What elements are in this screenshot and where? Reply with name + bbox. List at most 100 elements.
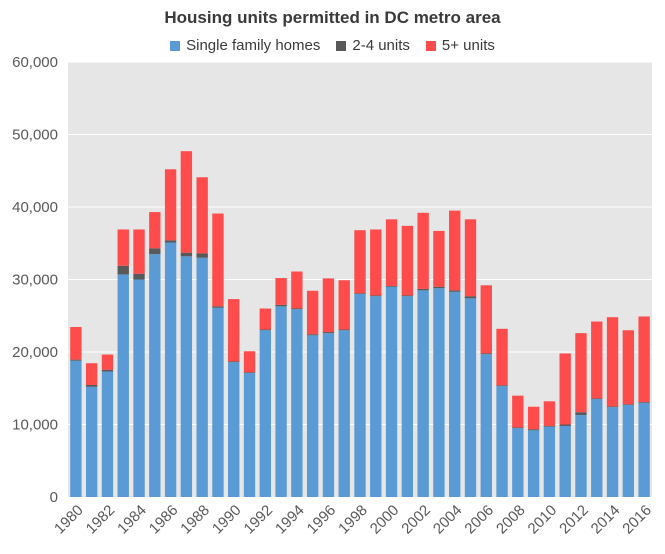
y-tick-label: 50,000 (12, 127, 58, 144)
bar-2-4-units (401, 295, 414, 297)
bar-2-4-units (228, 361, 240, 363)
bar-5-plus-units (117, 229, 129, 266)
legend: Single family homes 2-4 units 5+ units (0, 37, 665, 54)
bar-single-family (322, 333, 335, 497)
x-tick-label: 1980 (51, 502, 87, 538)
y-tick-label: 30,000 (12, 272, 58, 289)
bar-2-4-units (196, 253, 208, 258)
bar-2-4-units (306, 334, 319, 336)
x-tick-label: 2006 (461, 502, 497, 538)
bar-single-family (354, 294, 366, 497)
bar-single-family (622, 404, 635, 497)
bar-2-4-units (575, 412, 587, 416)
bar-2-4-units (149, 248, 161, 255)
bar-5-plus-units (85, 363, 98, 385)
bar-single-family (180, 256, 193, 497)
x-tick-label: 1996 (304, 502, 340, 538)
bar-single-family (306, 335, 319, 497)
bar-2-4-units (180, 252, 193, 257)
bar-2-4-units (370, 295, 382, 297)
bar-5-plus-units (291, 271, 303, 309)
bar-2-4-units (291, 308, 303, 310)
x-tick-label: 2000 (367, 502, 403, 538)
bar-2-4-units (212, 306, 224, 308)
bar-2-4-units (117, 265, 129, 275)
bar-5-plus-units (575, 333, 587, 413)
bar-5-plus-units (306, 290, 319, 335)
legend-item-single-family: Single family homes (170, 37, 320, 54)
bar-5-plus-units (370, 229, 382, 296)
legend-swatch-single-family (170, 40, 181, 51)
y-tick-label: 0 (50, 489, 58, 506)
bar-2-4-units (164, 240, 177, 243)
x-tick-label: 2014 (588, 502, 624, 538)
bar-2-4-units (275, 304, 287, 307)
bar-2-4-units (133, 273, 145, 280)
bar-5-plus-units (638, 316, 650, 403)
bar-5-plus-units (259, 308, 271, 330)
bar-2-4-units (322, 332, 335, 334)
x-tick-label: 1986 (146, 502, 182, 538)
bar-5-plus-units (512, 395, 524, 428)
bar-5-plus-units (101, 354, 114, 370)
bar-single-family (464, 298, 477, 497)
bar-5-plus-units (228, 299, 240, 362)
x-tick-label: 2010 (525, 502, 561, 538)
bar-5-plus-units (338, 280, 350, 330)
bar-2-4-units (417, 288, 429, 291)
bar-single-family (401, 296, 414, 497)
x-tick-label: 1994 (272, 502, 308, 538)
bar-5-plus-units (401, 225, 414, 296)
bar-single-family (228, 362, 240, 497)
bar-2-4-units (512, 427, 524, 429)
bar-single-family (417, 290, 429, 497)
bar-single-family (433, 288, 445, 497)
bar-single-family (338, 330, 350, 497)
x-tick-label: 1984 (114, 502, 150, 538)
bar-5-plus-units (212, 213, 224, 307)
bar-single-family (259, 330, 271, 497)
x-tick-label: 2008 (493, 502, 529, 538)
bar-2-4-units (259, 329, 271, 331)
bar-5-plus-units (275, 278, 287, 305)
bar-5-plus-units (149, 212, 161, 249)
bar-5-plus-units (559, 353, 571, 425)
bar-2-4-units (433, 286, 445, 289)
bar-5-plus-units (70, 326, 82, 360)
bar-5-plus-units (243, 351, 256, 373)
bar-single-family (149, 254, 161, 497)
bar-single-family (559, 425, 571, 497)
bar-5-plus-units (164, 169, 177, 241)
bar-single-family (370, 296, 382, 497)
bar-single-family (117, 274, 129, 497)
bar-5-plus-units (417, 212, 429, 289)
x-tick-label: 1988 (177, 502, 213, 538)
bar-2-4-units (243, 372, 256, 374)
bar-2-4-units (449, 290, 461, 292)
bar-5-plus-units (196, 177, 208, 254)
bar-single-family (133, 279, 145, 497)
legend-label-single-family: Single family homes (186, 37, 321, 54)
bar-single-family (496, 386, 508, 497)
legend-swatch-5-plus-units (425, 40, 436, 51)
bar-2-4-units (338, 329, 350, 331)
bar-single-family (591, 399, 603, 497)
bar-5-plus-units (322, 278, 335, 333)
bar-single-family (85, 386, 98, 497)
x-tick-label: 1992 (241, 502, 277, 538)
bar-2-4-units (543, 425, 556, 427)
bar-2-4-units (101, 369, 114, 372)
bar-5-plus-units (449, 210, 461, 291)
bar-2-4-units (480, 353, 492, 355)
bar-single-family (164, 242, 177, 497)
x-tick-label: 2002 (398, 502, 434, 538)
bar-single-family (606, 407, 619, 497)
x-tick-label: 2016 (619, 502, 655, 538)
bar-2-4-units (464, 296, 477, 299)
bar-single-family (543, 426, 556, 497)
x-tick-label: 2012 (556, 502, 592, 538)
bar-5-plus-units (543, 401, 556, 426)
bar-2-4-units (85, 384, 98, 387)
bar-2-4-units (354, 293, 366, 294)
